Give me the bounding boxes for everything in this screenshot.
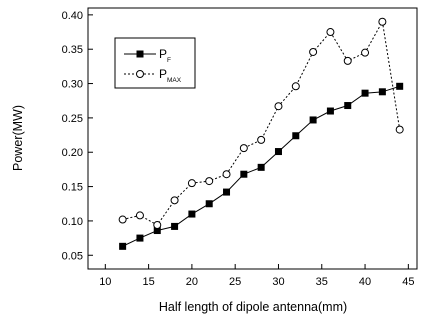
y-tick-label: 0.05: [62, 250, 83, 262]
data-point-square: [205, 200, 213, 208]
x-tick-label: 25: [229, 276, 241, 288]
legend-marker-pmax: [136, 70, 144, 78]
series-line-1: [122, 20, 401, 226]
data-point-circle: [291, 82, 300, 91]
legend-marker-pf: [136, 50, 144, 58]
data-point-circle: [135, 211, 144, 220]
y-tick-label: 0.15: [62, 182, 83, 194]
data-point-circle: [205, 177, 214, 186]
data-point-square: [396, 82, 404, 90]
x-tick-label: 30: [272, 276, 284, 288]
x-axis-ticks: 10 15 20 25 30 35 40 45: [99, 264, 414, 288]
data-point-square: [240, 170, 248, 178]
data-point-circle: [361, 48, 370, 57]
x-axis-title: Half length of dipole antenna(mm): [159, 300, 347, 314]
data-point-square: [171, 222, 179, 230]
legend-label-pf: PF: [159, 47, 171, 64]
x-tick-label: 10: [99, 276, 111, 288]
y-axis-title: Power(MW): [11, 105, 25, 171]
y-tick-label: 0.35: [62, 44, 83, 56]
legend-box: [114, 37, 196, 89]
data-point-circle: [378, 17, 387, 26]
data-point-square: [344, 102, 352, 110]
data-point-circle: [153, 221, 162, 230]
x-tick-label: 40: [359, 276, 371, 288]
legend: PF PMAX: [114, 37, 196, 89]
data-point-square: [136, 234, 144, 242]
data-point-circle: [257, 135, 266, 144]
data-point-circle: [274, 102, 283, 111]
y-tick-label: 0.10: [62, 216, 83, 228]
data-point-square: [274, 148, 282, 156]
data-point-square: [153, 227, 161, 235]
data-point-square: [223, 188, 231, 196]
data-point-circle: [118, 215, 127, 224]
data-point-square: [361, 89, 369, 97]
x-tick-label: 45: [402, 276, 414, 288]
y-tick-label: 0.25: [62, 113, 83, 125]
data-point-circle: [239, 144, 248, 153]
data-point-circle: [222, 170, 231, 179]
data-point-circle: [309, 47, 318, 56]
y-axis-ticks: 0.05 0.10 0.15 0.20 0.25 0.30 0.35 0.40: [62, 10, 93, 262]
data-point-square: [257, 163, 265, 171]
series-layer: [118, 17, 404, 250]
x-tick-label: 35: [316, 276, 328, 288]
y-tick-label: 0.40: [62, 10, 83, 22]
y-tick-label: 0.30: [62, 79, 83, 91]
data-point-square: [119, 242, 127, 250]
data-point-circle: [170, 196, 179, 205]
data-point-square: [326, 107, 334, 115]
y-tick-label: 0.20: [62, 147, 83, 159]
data-point-square: [188, 210, 196, 218]
x-tick-label: 15: [142, 276, 154, 288]
legend-label-pmax: PMAX: [159, 67, 182, 84]
data-point-square: [378, 88, 386, 96]
x-tick-label: 20: [186, 276, 198, 288]
plot-frame: [87, 7, 418, 270]
data-point-circle: [326, 28, 335, 37]
data-point-square: [292, 132, 300, 140]
data-point-circle: [395, 125, 404, 134]
data-point-circle: [187, 179, 196, 188]
data-point-square: [309, 116, 317, 124]
data-point-circle: [343, 56, 352, 65]
